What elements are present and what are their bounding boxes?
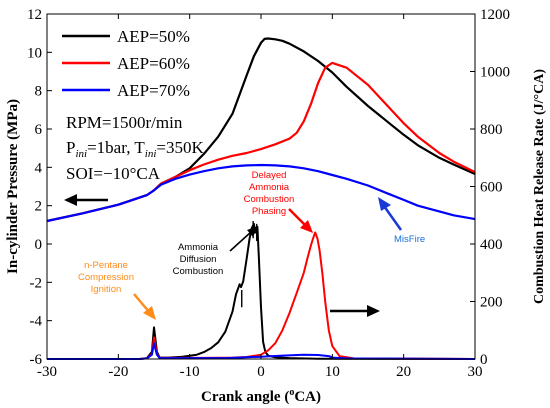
- y-right-tick-label: 1000: [480, 65, 510, 81]
- annotation-ammonia-diffusion: Ammonia Diffusion Combustion: [173, 242, 224, 277]
- annotation-ammonia-diffusion-line-3: Combustion: [173, 266, 224, 277]
- condition-pressure-temperature: Pini=1bar, Tini=350K: [66, 138, 205, 160]
- x-tick-label: 30: [468, 364, 483, 380]
- y-axis-left-label: In-cylinder Pressure (MPa): [5, 99, 21, 274]
- hrr-line-70: [47, 342, 476, 360]
- y-right-tick-label: 400: [480, 237, 503, 253]
- x-tick-label: -30: [37, 364, 57, 380]
- annotation-delayed-ammonia-line-1: Delayed: [252, 170, 287, 181]
- annotation-npentane-line-2: Compression: [78, 272, 134, 283]
- legend-label-aep70: AEP=70%: [117, 81, 190, 100]
- annotation-npentane-line-3: Ignition: [91, 284, 122, 295]
- y-left-tick-label: 12: [27, 7, 42, 23]
- legend: AEP=50% AEP=60% AEP=70%: [62, 27, 190, 100]
- arrow-npentane: [133, 293, 156, 320]
- y-right-tick-label: 800: [480, 122, 503, 138]
- annotation-delayed-ammonia: Delayed Ammonia Combustion Phasing: [244, 170, 295, 217]
- arrow-to-pressure-axis: [64, 194, 108, 206]
- y-left-tick-label: 6: [35, 122, 43, 138]
- condition-soi: SOI=−10°CA: [66, 164, 161, 183]
- y-left-tick-label: -4: [30, 314, 43, 330]
- pressure-line-70: [46, 163, 476, 223]
- arrow-ammonia-diffusion: [229, 226, 258, 252]
- arrow-delayed-ammonia: [288, 208, 313, 233]
- y-left-tick-label: 0: [35, 237, 43, 253]
- x-tick-label: 20: [396, 364, 411, 380]
- y-axis-right-label: Combustion Heat Release Rate (J/°CA): [532, 69, 547, 304]
- annotation-delayed-ammonia-line-3: Combustion: [244, 194, 295, 205]
- arrow-to-hrr-axis: [330, 305, 380, 317]
- annotation-delayed-ammonia-line-2: Ammonia: [249, 182, 290, 193]
- condition-rpm: RPM=1500r/min: [66, 113, 183, 132]
- y-right-tick-label: 200: [480, 295, 503, 311]
- x-axis-label: Crank angle (oCA): [201, 387, 321, 405]
- x-tick-label: -10: [180, 364, 200, 380]
- annotation-ammonia-diffusion-line-2: Diffusion: [180, 254, 217, 265]
- annotation-misfire: MisFire: [394, 234, 425, 245]
- y-left-tick-label: 4: [35, 160, 43, 176]
- annotation-ammonia-diffusion-line-1: Ammonia: [178, 242, 219, 253]
- y-right-tick-label: 1200: [480, 7, 510, 23]
- y-right-tick-label: 600: [480, 180, 503, 196]
- y-left-tick-label: -2: [30, 275, 43, 291]
- legend-label-aep50: AEP=50%: [117, 27, 190, 46]
- y-left-tick-label: 8: [35, 84, 43, 100]
- annotation-npentane-line-1: n-Pentane: [84, 260, 128, 271]
- x-tick-label: -20: [108, 364, 128, 380]
- x-tick-label: 0: [257, 364, 265, 380]
- y-right-tick-label: 0: [480, 352, 488, 368]
- legend-label-aep60: AEP=60%: [117, 54, 190, 73]
- annotation-npentane: n-Pentane Compression Ignition: [78, 260, 134, 295]
- annotation-delayed-ammonia-line-4: Phasing: [252, 206, 286, 217]
- y-left-tick-label: -6: [30, 352, 43, 368]
- x-tick-label: 10: [325, 364, 340, 380]
- arrow-misfire: [378, 197, 403, 231]
- y-left-tick-label: 2: [35, 199, 43, 215]
- y-left-tick-label: 10: [27, 45, 42, 61]
